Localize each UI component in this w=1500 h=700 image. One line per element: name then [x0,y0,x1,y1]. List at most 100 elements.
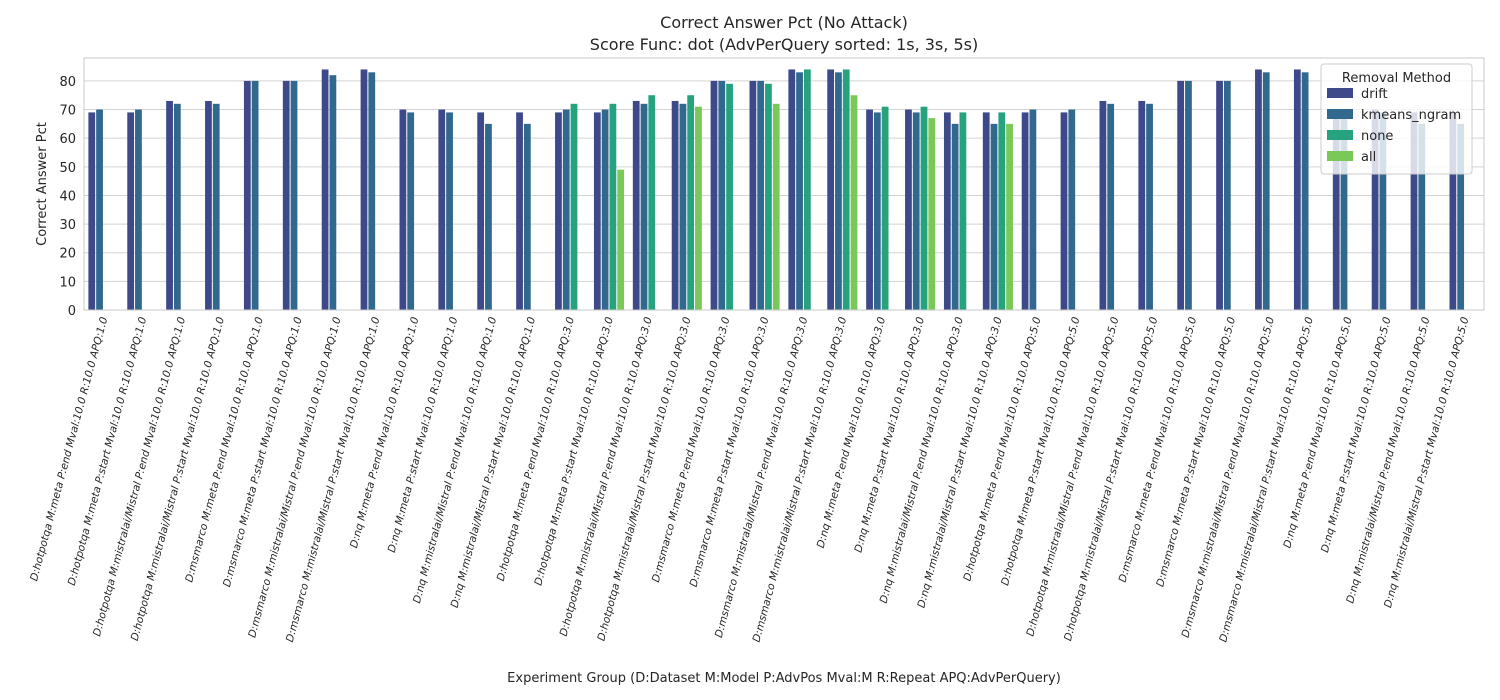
x-tick-label: D:msmarco M:meta P:start Mval:10.0 R:10.… [688,315,772,588]
bar-drift [127,112,135,310]
bar-kmeans_ngram [1457,123,1465,310]
x-tick-label: D:msmarco M:meta P:end Mval:10.0 R:10.0 … [183,315,266,583]
x-tick-label: D:msmarco M:meta P:end Mval:10.0 R:10.0 … [1117,315,1200,583]
x-tick-label: D:nq M:meta P:start Mval:10.0 R:10.0 APQ… [386,315,461,553]
bar-drift [166,100,173,310]
bar-kmeans_ngram [329,75,337,310]
bar-none [881,106,889,310]
bar-drift [671,100,679,310]
bar-kmeans_ngram [1301,72,1309,311]
y-tick-label: 60 [59,132,76,147]
y-tick-label: 0 [68,304,76,319]
legend-swatch-all [1327,151,1353,161]
bar-kmeans_ngram [1185,80,1192,310]
bar-none [570,103,578,311]
bar-kmeans_ngram [173,103,181,311]
y-tick-label: 30 [59,218,76,233]
x-tick-label: D:nq M:meta P:start Mval:10.0 R:10.0 APQ… [852,315,927,553]
bar-drift [866,109,873,310]
bar-kmeans_ngram [1418,123,1426,310]
x-tick-label: D:nq M:mistralai/Mistral P:end Mval:10.0… [1344,315,1432,604]
bar-none [803,69,811,310]
bar-kmeans_ngram [485,123,492,310]
axes-frame [83,57,1485,311]
legend-box [1320,63,1473,175]
y-tick-label: 40 [59,189,76,204]
bar-kmeans_ngram [251,80,259,310]
x-tick-label: D:nq M:mistralai/Mistral P:end Mval:10.0… [878,315,966,604]
bar-drift [1449,112,1457,310]
bar-kmeans_ngram [835,72,842,311]
bar-drift [516,112,523,310]
bar-kmeans_ngram [1029,109,1037,310]
y-axis-label: Correct Answer Pct [35,122,50,246]
x-axis-ticks: D:hotpotqa M:meta P:end Mval:10.0 R:10.0… [28,315,1471,643]
bar-kmeans_ngram [601,109,609,310]
x-axis-label: Experiment Group (D:Dataset M:Model P:Ad… [507,671,1061,686]
x-tick-label: D:msmarco M:meta P:start Mval:10.0 R:10.… [221,315,305,588]
bar-kmeans_ngram [796,72,803,311]
bar-drift [943,112,951,310]
x-tick-label: D:nq M:meta P:end Mval:10.0 R:10.0 APQ:3… [815,315,888,549]
bar-drift [88,112,96,310]
bar-drift [205,100,212,310]
x-tick-label: D:hotpotqa M:meta P:start Mval:10.0 R:10… [532,315,616,587]
bar-kmeans_ngram [990,123,998,310]
bar-drift [399,109,407,310]
legend-label-all: all [1361,150,1376,165]
bar-drift [360,69,368,310]
legend-label-drift: drift [1361,87,1388,102]
bar-kmeans_ngram [757,80,765,310]
bar-none [842,69,850,310]
legend-label-none: none [1361,129,1393,144]
bar-kmeans_ngram [912,112,920,310]
legend-title: Removal Method [1342,71,1451,86]
x-tick-label: D:msmarco M:meta P:end Mval:10.0 R:10.0 … [650,315,733,583]
x-tick-label: D:hotpotqa M:meta P:end Mval:10.0 R:10.0… [495,315,577,582]
y-tick-label: 10 [59,275,76,290]
bar-drift [905,109,912,310]
bar-drift [1255,69,1262,310]
bar-kmeans_ngram [1068,109,1076,310]
bar-kmeans_ngram [679,103,687,311]
bar-drift [593,112,601,310]
y-tick-label: 80 [59,75,76,90]
bar-drift [243,80,251,310]
bar-drift [1371,109,1379,310]
bar-all [1006,123,1013,310]
x-tick-label: D:nq M:mistralai/Mistral P:start Mval:10… [915,315,1004,609]
bars-layer [88,69,1465,311]
bar-drift [749,80,757,310]
bar-none [726,83,733,310]
x-tick-label: D:nq M:meta P:start Mval:10.0 R:10.0 APQ… [1319,315,1394,553]
y-tick-label: 70 [59,104,76,119]
bar-kmeans_ngram [1107,103,1115,311]
bar-kmeans_ngram [873,112,881,310]
y-tick-label: 50 [59,161,76,176]
bar-none [959,112,967,310]
bar-drift [1177,80,1185,310]
y-gridlines [84,80,1484,311]
x-tick-label: D:nq M:meta P:end Mval:10.0 R:10.0 APQ:1… [348,315,421,549]
x-tick-label: D:hotpotqa M:meta P:start Mval:10.0 R:10… [66,315,150,587]
x-tick-label: D:hotpotqa M:meta P:end Mval:10.0 R:10.0… [28,315,110,582]
bar-none [687,95,695,311]
bar-none [609,103,617,311]
bar-drift [982,112,990,310]
y-axis-ticks: 0 10 20 30 40 50 60 70 80 [59,75,76,319]
bar-kmeans_ngram [212,103,220,311]
bar-drift [1099,100,1107,310]
x-tick-label: D:nq M:mistralai/Mistral P:start Mval:10… [1382,315,1471,609]
bar-all [928,118,936,311]
bar-none [765,83,772,310]
bar-none [648,95,656,311]
bar-drift [1332,109,1340,310]
legend-swatch-drift [1327,88,1353,98]
bar-drift [555,112,562,310]
x-tick-label: D:hotpotqa M:meta P:end Mval:10.0 R:10.0… [961,315,1043,582]
bar-drift [1138,100,1146,310]
bar-kmeans_ngram [1262,72,1270,311]
bar-drift [1216,80,1223,310]
bar-drift [477,112,485,310]
